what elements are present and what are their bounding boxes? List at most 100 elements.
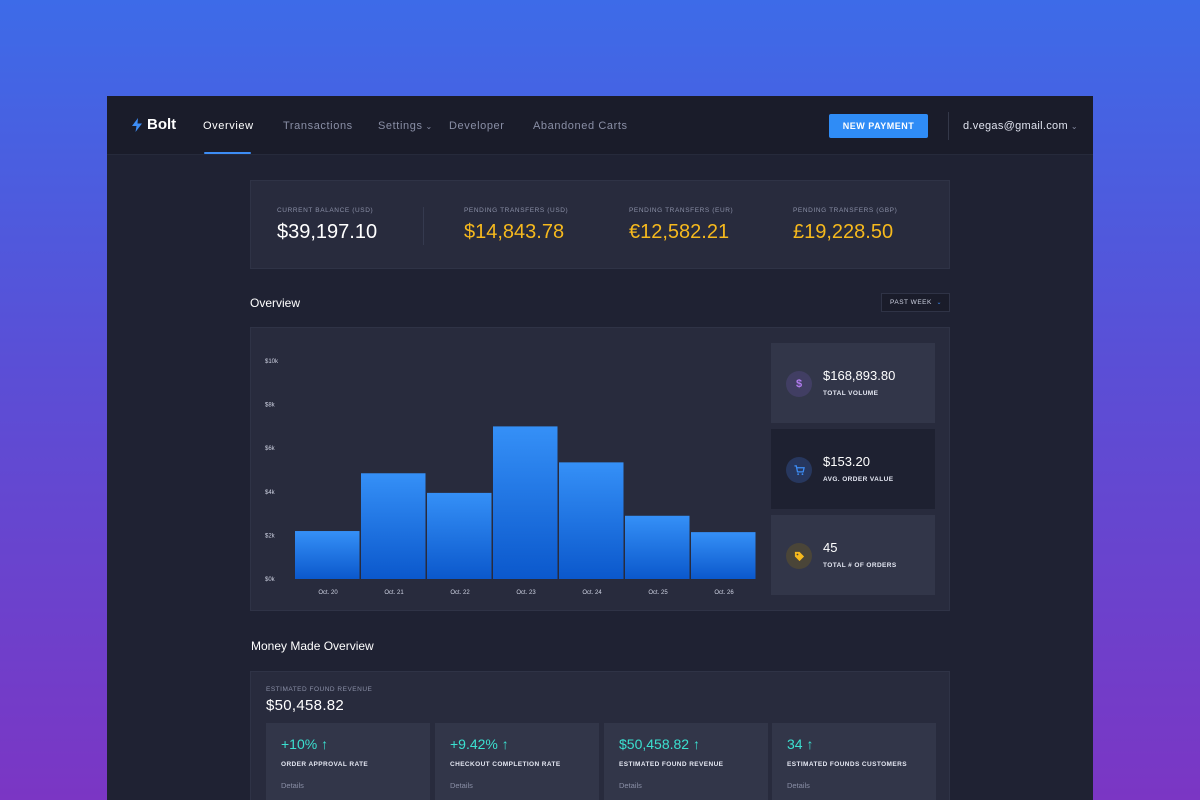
bar-oct-24[interactable] bbox=[559, 462, 624, 579]
kpi-card-checkout-completion: +9.42% ↑ CHECKOUT COMPLETION RATE Detail… bbox=[435, 723, 599, 800]
balance-pending-gbp: PENDING TRANSFERS (GBP) £19,228.50 bbox=[793, 207, 897, 244]
kpi-details-link[interactable]: Details bbox=[619, 781, 642, 790]
kpi-value: +10% ↑ bbox=[281, 736, 328, 752]
chevron-down-icon: ⌄ bbox=[936, 300, 942, 306]
kpi-value-text: 34 bbox=[787, 736, 803, 752]
nav-item-settings[interactable]: Settings ⌄ bbox=[378, 120, 433, 132]
bar-oct-22[interactable] bbox=[427, 492, 492, 579]
arrow-up-icon: ↑ bbox=[806, 736, 814, 752]
user-menu[interactable]: d.vegas@gmail.com ⌄ bbox=[963, 120, 1078, 132]
x-tick-label: Oct. 26 bbox=[714, 590, 734, 596]
stat-value: 45 bbox=[823, 540, 838, 555]
balance-value: $14,843.78 bbox=[464, 221, 565, 243]
y-tick-label: $0k bbox=[265, 577, 276, 583]
bar-oct-26[interactable] bbox=[691, 532, 756, 579]
bar-oct-23[interactable] bbox=[493, 426, 558, 579]
kpi-value-text: +9.42% bbox=[450, 736, 498, 752]
money-overview-title: Money Made Overview bbox=[251, 639, 374, 653]
kpi-details-link[interactable]: Details bbox=[450, 781, 473, 790]
y-tick-label: $10k bbox=[265, 359, 279, 365]
nav-item-developer[interactable]: Developer bbox=[449, 120, 505, 132]
balance-label: CURRENT BALANCE (USD) bbox=[277, 207, 374, 214]
kpi-value: $50,458.82 ↑ bbox=[619, 736, 700, 752]
balance-label: PENDING TRANSFERS (USD) bbox=[464, 207, 569, 214]
stat-card-total-orders: 45 TOTAL # OF ORDERS bbox=[771, 515, 935, 595]
money-overview-panel: ESTIMATED FOUND REVENUE $50,458.82 +10% … bbox=[250, 671, 950, 800]
tag-icon bbox=[786, 543, 812, 569]
kpi-value: +9.42% ↑ bbox=[450, 736, 509, 752]
overview-chart-panel: $0k $2k $4k $6k $8k $10k Oct. 20 Oct. 21 Oct. 2… bbox=[250, 327, 950, 611]
arrow-up-icon: ↑ bbox=[692, 736, 700, 752]
kpi-label: ESTIMATED FOUNDS CUSTOMERS bbox=[787, 761, 907, 768]
balances-panel: CURRENT BALANCE (USD) $39,197.10 PENDING… bbox=[250, 180, 950, 269]
balance-value: $39,197.10 bbox=[277, 221, 378, 243]
tag-icon-shape bbox=[794, 551, 804, 561]
balance-pending-eur: PENDING TRANSFERS (EUR) €12,582.21 bbox=[629, 207, 733, 244]
x-tick-label: Oct. 24 bbox=[582, 590, 602, 596]
nav-item-abandoned-carts[interactable]: Abandoned Carts bbox=[533, 120, 628, 132]
kpi-label: ESTIMATED FOUND REVENUE bbox=[619, 761, 724, 768]
y-tick-label: $6k bbox=[265, 446, 276, 452]
balance-label: PENDING TRANSFERS (GBP) bbox=[793, 207, 898, 214]
estimated-revenue-label: ESTIMATED FOUND REVENUE bbox=[266, 686, 373, 693]
kpi-card-found-revenue: $50,458.82 ↑ ESTIMATED FOUND REVENUE Det… bbox=[604, 723, 768, 800]
balance-divider bbox=[423, 207, 424, 245]
logo[interactable]: Bolt bbox=[131, 116, 176, 133]
nav-item-settings-label: Settings bbox=[378, 120, 423, 132]
range-dropdown[interactable]: PAST WEEK ⌄ bbox=[881, 293, 950, 312]
balance-value: £19,228.50 bbox=[793, 221, 894, 243]
top-nav: Bolt Overview Transactions Settings ⌄ Dev… bbox=[107, 96, 1093, 155]
x-tick-label: Oct. 21 bbox=[384, 590, 404, 596]
range-dropdown-value: PAST WEEK bbox=[890, 299, 932, 306]
new-payment-button[interactable]: NEW PAYMENT bbox=[829, 114, 928, 138]
kpi-label: ORDER APPROVAL RATE bbox=[281, 761, 369, 768]
x-tick-label: Oct. 23 bbox=[516, 590, 536, 596]
nav-item-overview[interactable]: Overview bbox=[203, 120, 254, 132]
kpi-value-text: +10% bbox=[281, 736, 318, 752]
y-tick-label: $4k bbox=[265, 490, 276, 496]
kpi-card-found-customers: 34 ↑ ESTIMATED FOUNDS CUSTOMERS Details bbox=[772, 723, 936, 800]
x-tick-label: Oct. 20 bbox=[318, 590, 338, 596]
kpi-label: CHECKOUT COMPLETION RATE bbox=[450, 761, 561, 768]
cart-icon-shape bbox=[793, 464, 805, 475]
y-tick-label: $8k bbox=[265, 403, 276, 409]
cart-icon bbox=[786, 457, 812, 483]
stat-value: $153.20 bbox=[823, 454, 870, 469]
x-tick-label: Oct. 22 bbox=[450, 590, 470, 596]
bar-oct-25[interactable] bbox=[625, 515, 690, 579]
bar-oct-21[interactable] bbox=[361, 473, 426, 579]
kpi-value-text: $50,458.82 bbox=[619, 736, 690, 752]
app-name: Bolt bbox=[147, 116, 177, 133]
stat-card-avg-order-value: $153.20 AVG. ORDER VALUE bbox=[771, 429, 935, 509]
kpi-details-link[interactable]: Details bbox=[281, 781, 304, 790]
nav-divider bbox=[948, 112, 949, 140]
estimated-revenue-value: $50,458.82 bbox=[266, 697, 345, 714]
balance-value: €12,582.21 bbox=[629, 221, 730, 243]
stat-label: AVG. ORDER VALUE bbox=[823, 476, 894, 483]
bolt-icon bbox=[132, 117, 142, 132]
stat-label: TOTAL # OF ORDERS bbox=[823, 562, 897, 569]
active-tab-indicator bbox=[204, 152, 251, 154]
chevron-down-icon: ⌄ bbox=[425, 122, 433, 131]
revenue-bar-chart: $0k $2k $4k $6k $8k $10k Oct. 20 Oct. 21 Oct. 2… bbox=[265, 359, 756, 596]
arrow-up-icon: ↑ bbox=[321, 736, 329, 752]
user-email: d.vegas@gmail.com bbox=[963, 120, 1068, 132]
app-window: Bolt Overview Transactions Settings ⌄ Dev… bbox=[107, 96, 1093, 800]
kpi-card-order-approval: +10% ↑ ORDER APPROVAL RATE Details bbox=[266, 723, 430, 800]
bar-oct-20[interactable] bbox=[295, 531, 360, 579]
y-tick-label: $2k bbox=[265, 533, 276, 539]
kpi-value: 34 ↑ bbox=[787, 736, 813, 752]
stat-value: $168,893.80 bbox=[823, 368, 896, 383]
balance-label: PENDING TRANSFERS (EUR) bbox=[629, 207, 734, 214]
kpi-details-link[interactable]: Details bbox=[787, 781, 810, 790]
arrow-up-icon: ↑ bbox=[501, 736, 509, 752]
nav-item-transactions[interactable]: Transactions bbox=[283, 120, 353, 132]
balance-current-usd: CURRENT BALANCE (USD) $39,197.10 bbox=[277, 207, 377, 244]
dollar-icon: $ bbox=[786, 371, 812, 397]
overview-title: Overview bbox=[250, 296, 301, 310]
x-tick-label: Oct. 25 bbox=[648, 590, 668, 596]
stat-card-total-volume: $ $168,893.80 TOTAL VOLUME bbox=[771, 343, 935, 423]
chevron-down-icon: ⌄ bbox=[1070, 122, 1078, 131]
balance-pending-usd: PENDING TRANSFERS (USD) $14,843.78 bbox=[464, 207, 568, 244]
stat-label: TOTAL VOLUME bbox=[823, 390, 879, 397]
